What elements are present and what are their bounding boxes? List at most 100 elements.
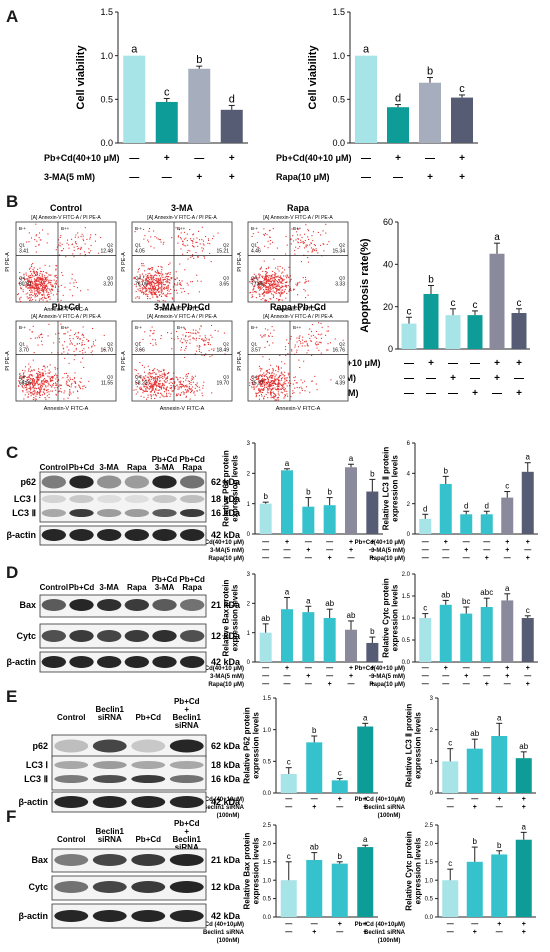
scatter-point <box>306 343 308 345</box>
scatter-point <box>200 351 202 354</box>
scatter-point <box>78 247 80 249</box>
flow-plot-title: Rapa+Pb+Cd <box>270 302 326 312</box>
scatter-point <box>38 281 40 283</box>
treatment-sign: — <box>326 673 333 680</box>
scatter-point <box>269 382 271 385</box>
scatter-point <box>275 388 277 390</box>
scatter-point <box>190 239 192 242</box>
scatter-point <box>178 381 180 383</box>
blot-lane-label: Beclin1 siRNA <box>96 827 125 844</box>
blot-band <box>96 630 122 642</box>
scatter-point <box>285 282 288 284</box>
scatter-point <box>70 340 72 342</box>
y-axis-label: Relative LC3 Ⅱ proteinexpression levels <box>405 704 423 788</box>
y-tick-label: 0.5 <box>100 94 113 104</box>
quadrant-name: Q4 <box>251 276 258 281</box>
bar <box>345 629 357 662</box>
scatter-point <box>260 267 262 269</box>
scatter-point <box>258 388 260 390</box>
scatter-point <box>141 273 143 275</box>
scatter-point <box>73 377 76 379</box>
scatter-point <box>153 381 156 383</box>
scatter-point <box>45 284 47 286</box>
scatter-point <box>26 241 28 243</box>
flow-plot: Pb+Cd[A] Annexin-V FITC-A / PI PE-AB-+ B+… <box>5 302 117 412</box>
scatter-point <box>61 250 63 252</box>
scatter-point <box>263 385 265 387</box>
significance-letter: c <box>526 606 530 615</box>
scatter-point <box>153 330 155 332</box>
scatter-point <box>149 330 151 332</box>
blot-lane-label-line: Control <box>57 835 85 844</box>
scatter-point <box>263 282 266 284</box>
scatter-point <box>67 352 69 354</box>
scatter-point <box>32 398 34 401</box>
blot-lane-label: Control <box>57 713 85 722</box>
scatter-point <box>153 292 155 294</box>
scatter-point <box>298 238 300 240</box>
scatter-point <box>302 277 304 279</box>
scatter-point <box>21 378 23 380</box>
quadrant-value: 58.23 <box>135 381 148 387</box>
treatment-sign: + <box>229 153 235 164</box>
scatter-point <box>296 284 299 286</box>
scatter-point <box>260 281 262 283</box>
scatter-point <box>44 378 46 380</box>
scatter-point <box>286 244 288 246</box>
scatter-point <box>163 369 165 371</box>
scatter-point <box>180 386 182 388</box>
scatter-point <box>270 391 272 393</box>
scatter-point <box>186 384 188 386</box>
y-tick-label: 1 <box>247 631 251 637</box>
scatter-point <box>38 279 40 281</box>
scatter-point <box>41 372 43 374</box>
scatter-point <box>280 281 282 283</box>
scatter-point <box>153 394 155 396</box>
scatter-point <box>186 340 188 342</box>
scatter-point <box>188 387 190 389</box>
scatter-point <box>281 384 283 386</box>
scatter-point <box>26 379 28 381</box>
scatter-point <box>138 375 140 377</box>
blot-protein-label: Cytc <box>28 882 48 892</box>
bar <box>451 97 473 143</box>
blot-lane-label: Pb+Cd 3-MA <box>152 455 178 472</box>
scatter-point <box>149 385 152 387</box>
scatter-point <box>47 335 49 337</box>
scatter-point <box>155 389 157 391</box>
scatter-point <box>37 280 39 282</box>
scatter-point <box>273 392 275 395</box>
scatter-point <box>203 344 205 346</box>
scatter-point <box>255 386 257 388</box>
blot-band <box>96 475 122 489</box>
scatter-point <box>185 379 187 381</box>
scatter-point <box>42 384 44 386</box>
scatter-point <box>29 389 32 391</box>
scatter-point <box>263 291 265 293</box>
scatter-point <box>274 284 276 286</box>
scatter-point <box>150 342 152 345</box>
blot-band <box>179 656 205 668</box>
scatter-point <box>55 281 57 283</box>
scatter-point <box>58 286 60 288</box>
scatter-point <box>161 284 163 286</box>
scatter-point <box>140 290 142 292</box>
scatter-point <box>207 238 209 240</box>
blot-band <box>96 529 122 541</box>
scatter-point <box>308 280 310 282</box>
scatter-point <box>265 287 267 289</box>
scatter-point <box>276 389 278 391</box>
flow-plot: Control[A] Annexin-V FITC-A / PI PE-AB-+… <box>5 203 117 313</box>
scatter-point <box>44 275 46 277</box>
scatter-point <box>68 362 70 364</box>
treatment-sign: + <box>164 153 170 164</box>
scatter-point <box>202 243 204 245</box>
scatter-point <box>144 286 146 288</box>
scatter-point <box>278 383 280 385</box>
scatter-point <box>165 273 167 275</box>
scatter-point <box>22 289 24 291</box>
scatter-point <box>268 287 270 289</box>
scatter-point <box>25 383 27 385</box>
blot-band <box>41 509 67 517</box>
